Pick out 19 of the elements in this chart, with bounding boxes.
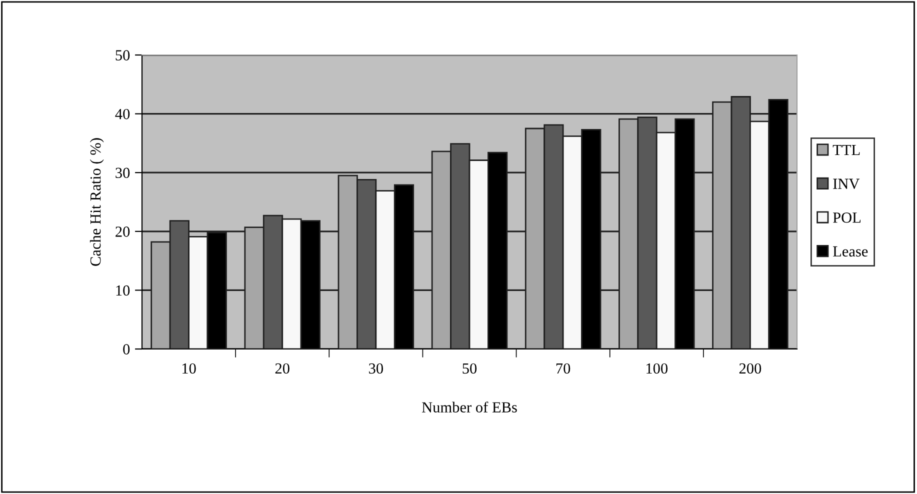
y-tick-label: 40: [115, 108, 130, 120]
y-tick-label: 20: [116, 226, 130, 237]
y-axis-title: Cache Hit Ratio ( %): [90, 138, 104, 266]
legend-label: TTL: [832, 145, 860, 156]
x-tick-label: 70: [556, 363, 570, 374]
x-tick-label: 50: [462, 363, 477, 374]
y-tick-label: 0: [123, 344, 130, 354]
legend-label: INV: [833, 178, 860, 190]
x-tick-label: 100: [646, 363, 668, 374]
x-axis-title: Number of EBs: [422, 402, 517, 412]
legend-label: Lease: [833, 246, 868, 257]
x-tick-label: 10: [182, 363, 196, 374]
legend-label: POL: [833, 212, 861, 223]
y-tick-label: 30: [116, 168, 130, 178]
y-tick-label: 50: [116, 50, 130, 60]
y-tick-label: 10: [116, 285, 130, 296]
x-tick-label: 30: [369, 363, 383, 374]
x-tick-label: 20: [275, 363, 290, 374]
x-tick-label: 200: [739, 363, 762, 374]
